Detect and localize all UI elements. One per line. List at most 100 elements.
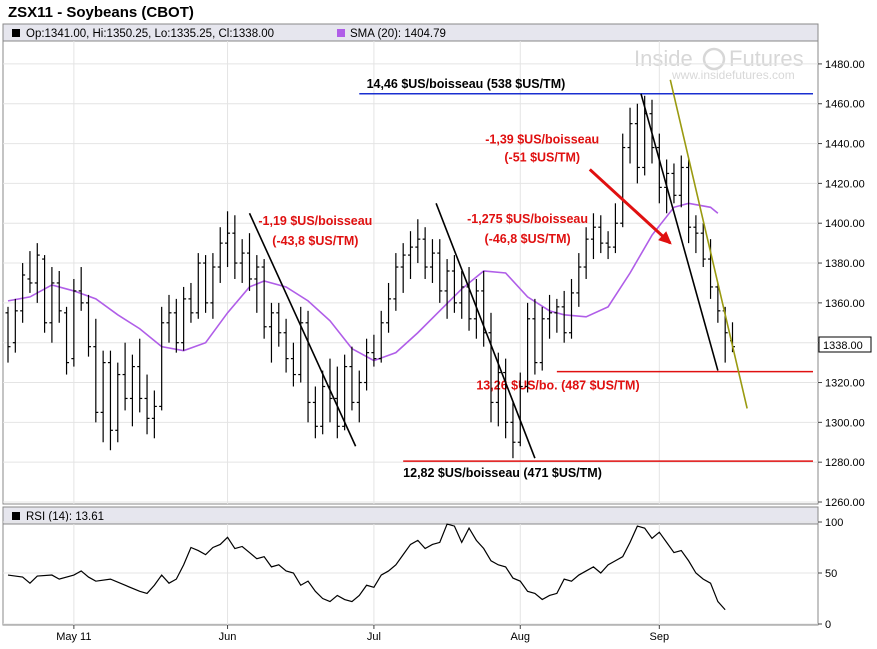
rsi-tick-label: 0 bbox=[825, 619, 831, 631]
watermark-logo-icon bbox=[702, 47, 726, 71]
ohlc-bar bbox=[5, 306, 11, 363]
price-y-axis: 1260.001280.001300.001320.001340.001360.… bbox=[818, 59, 865, 509]
ohlc-bar bbox=[510, 402, 516, 459]
annotation-arrow-head-icon bbox=[658, 231, 672, 245]
ohlc-bar bbox=[488, 312, 494, 423]
ohlc-bar bbox=[166, 294, 172, 343]
ohlc-bar bbox=[305, 310, 311, 423]
rsi-y-axis: 0 50 100 bbox=[818, 517, 843, 631]
ohlc-bar bbox=[605, 231, 611, 260]
price-tick-label: 1320.00 bbox=[825, 378, 865, 390]
ohlc-bar bbox=[386, 282, 392, 333]
price-info-bar bbox=[2, 23, 819, 42]
annotation-label: (-46,8 $US/TM) bbox=[485, 232, 571, 246]
ohlc-bar bbox=[342, 354, 348, 431]
ohlc-bar bbox=[188, 282, 194, 323]
ohlc-bar bbox=[151, 390, 157, 439]
annotation-label: -1,275 $US/boisseau bbox=[467, 212, 588, 226]
ohlc-bar bbox=[334, 366, 340, 439]
chart-title: ZSX11 - Soybeans (CBOT) bbox=[8, 4, 194, 21]
ohlc-bar bbox=[678, 155, 684, 208]
rsi-line bbox=[7, 523, 726, 611]
ohlc-bar bbox=[671, 163, 677, 204]
ohlc-bar bbox=[715, 282, 721, 323]
ohlc-bar bbox=[547, 294, 553, 339]
ohlc-bar bbox=[400, 243, 406, 293]
ohlc-bar bbox=[137, 338, 143, 413]
price-tick-label: 1360.00 bbox=[825, 298, 865, 310]
level-label: 14,46 $US/boisseau (538 $US/TM) bbox=[367, 77, 566, 91]
ohlc-bar bbox=[71, 278, 77, 367]
annotations: -1,19 $US/boisseau (-43,8 $US/TM) -1,275 $… bbox=[258, 133, 672, 248]
ohlc-bar bbox=[56, 271, 62, 323]
rsi-tick-label: 100 bbox=[825, 517, 843, 529]
ohlc-bar bbox=[583, 227, 589, 279]
ohlc-bar bbox=[254, 255, 260, 313]
price-tick-label: 1300.00 bbox=[825, 417, 865, 429]
trend-line bbox=[435, 203, 536, 459]
ohlc-bar bbox=[283, 318, 289, 373]
x-tick-label: May 11 bbox=[56, 631, 91, 643]
ohlc-bar bbox=[349, 346, 355, 411]
price-tick-label: 1380.00 bbox=[825, 258, 865, 270]
ohlc-bar bbox=[429, 239, 435, 283]
ohlc-bar bbox=[539, 306, 545, 371]
ohlc-bar bbox=[261, 259, 267, 339]
ohlc-bar bbox=[620, 133, 626, 228]
x-tick-label: Sep bbox=[650, 631, 670, 643]
x-tick-label: Jul bbox=[367, 631, 381, 643]
ohlc-bar bbox=[115, 362, 121, 443]
x-tick-label: Aug bbox=[510, 631, 530, 643]
ohlc-bar bbox=[656, 133, 662, 204]
watermark-url: www.insidefutures.com bbox=[671, 68, 795, 82]
ohlc-bar bbox=[686, 159, 692, 244]
trend-line bbox=[669, 79, 748, 409]
ohlc-bar bbox=[451, 255, 457, 313]
ohlc-bar bbox=[627, 107, 633, 164]
annotation-label: -1,19 $US/boisseau bbox=[258, 214, 372, 228]
ohlc-bar bbox=[569, 278, 574, 339]
price-tick-label: 1280.00 bbox=[825, 457, 865, 469]
ohlc-bar bbox=[437, 239, 443, 303]
ohlc-legend-swatch bbox=[12, 29, 20, 37]
watermark-left: Inside bbox=[634, 46, 693, 71]
ohlc-bar bbox=[12, 298, 18, 353]
sma-legend-swatch bbox=[337, 29, 345, 37]
price-tick-label: 1440.00 bbox=[825, 139, 865, 151]
price-tick-label: 1400.00 bbox=[825, 218, 865, 230]
ohlc-bar bbox=[268, 302, 274, 363]
watermark: Inside Futures www.insidefutures.com bbox=[634, 46, 804, 82]
sma-readout: SMA (20): 1404.79 bbox=[350, 28, 446, 40]
ohlc-bar bbox=[364, 338, 370, 391]
annotation-label: (-51 $US/TM) bbox=[504, 150, 580, 164]
ohlc-bar bbox=[210, 253, 216, 319]
ohlc-bar bbox=[371, 334, 377, 367]
ohlc-bar bbox=[532, 298, 538, 375]
trend-line bbox=[640, 93, 719, 371]
rsi-gridlines bbox=[3, 521, 818, 625]
ohlc-bar bbox=[247, 233, 252, 291]
ohlc-bar bbox=[320, 370, 326, 435]
ohlc-bar bbox=[408, 231, 413, 279]
ohlc-bar bbox=[693, 215, 699, 254]
ohlc-bar bbox=[173, 298, 179, 353]
ohlc-bar bbox=[393, 253, 399, 311]
ohlc-bar bbox=[590, 213, 596, 260]
ohlc-bar bbox=[415, 219, 421, 264]
ohlc-bar bbox=[554, 298, 560, 333]
ohlc-bar bbox=[100, 350, 106, 443]
ohlc-bar bbox=[576, 253, 582, 307]
ohlc-readout: Op:1341.00, Hi:1350.25, Lo:1335.25, Cl:1… bbox=[26, 28, 274, 40]
rsi-line-layer bbox=[7, 523, 726, 611]
ohlc-bar bbox=[144, 374, 150, 435]
ohlc-bar bbox=[634, 103, 640, 184]
ohlc-bar bbox=[78, 267, 84, 311]
ohlc-bar bbox=[459, 271, 465, 319]
ohlc-bar bbox=[612, 203, 618, 254]
rsi-panel bbox=[2, 506, 819, 626]
ohlc-bar bbox=[422, 227, 428, 279]
ohlc-bar bbox=[159, 306, 165, 411]
ohlc-bar bbox=[598, 215, 604, 254]
ohlc-bar bbox=[181, 286, 187, 351]
